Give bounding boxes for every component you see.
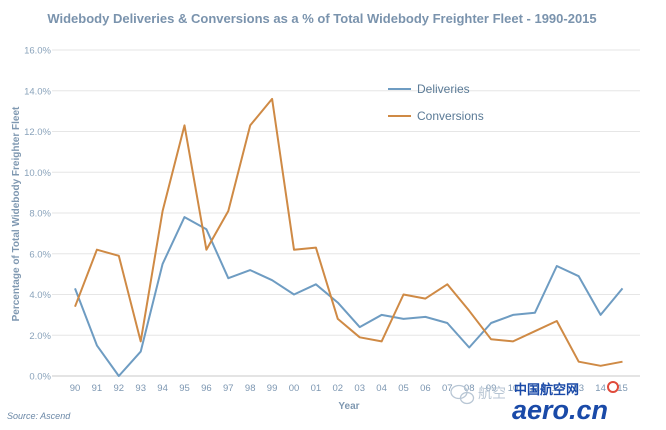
x-tick-label: 13 — [573, 383, 584, 394]
x-axis-title: Year — [338, 401, 359, 412]
y-axis-title: Percentage of Total Widebody Freighter F… — [11, 106, 22, 321]
y-tick-label: 16.0% — [24, 46, 51, 57]
x-tick-label: 00 — [289, 383, 300, 394]
watermark-wechat-text: 航空 — [478, 385, 506, 401]
x-tick-label: 97 — [223, 383, 234, 394]
source-note: Source: Ascend — [7, 411, 71, 421]
x-tick-label: 93 — [135, 383, 146, 394]
x-tick-label: 02 — [333, 383, 344, 394]
legend-label-conversions: Conversions — [417, 109, 484, 123]
x-tick-label: 95 — [179, 383, 190, 394]
series-line-conversions — [74, 97, 623, 367]
x-tick-labels: 90 91 92 93 94 95 96 97 98 99 00 01 02 03 04 05 06 07 08 09… — [70, 383, 628, 394]
watermark: 航空 中国航空网 aero.cn — [450, 381, 619, 425]
y-tick-labels: 0.0% 2.0% 4.0% 6.0% 8.0% 10.0% 12.0% 14.0% 16.0% — [24, 46, 51, 383]
series-lines — [74, 97, 624, 377]
x-tick-label: 14 — [595, 383, 606, 394]
series-line-deliveries — [74, 216, 624, 377]
x-tick-label: 98 — [245, 383, 256, 394]
x-tick-label: 11 — [530, 383, 540, 394]
legend: Deliveries Conversions — [388, 82, 484, 123]
x-tick-label: 92 — [114, 383, 125, 394]
y-tick-label: 14.0% — [24, 86, 51, 97]
y-tick-label: 0.0% — [29, 372, 51, 383]
watermark-brand-text: aero.cn — [512, 395, 608, 425]
x-tick-label: 09 — [486, 383, 497, 394]
x-tick-label: 91 — [92, 383, 103, 394]
x-tick-label: 90 — [70, 383, 81, 394]
gridlines — [52, 49, 640, 377]
x-tick-label: 12 — [552, 383, 563, 394]
y-tick-label: 10.0% — [24, 168, 51, 179]
y-tick-label: 4.0% — [29, 290, 51, 301]
x-tick-label: 08 — [464, 383, 475, 394]
watermark-logo-icon — [607, 381, 619, 393]
y-tick-label: 12.0% — [24, 127, 51, 138]
legend-label-deliveries: Deliveries — [417, 82, 470, 96]
x-tick-label: 07 — [442, 383, 453, 394]
x-tick-label: 99 — [267, 383, 278, 394]
x-tick-label: 05 — [398, 383, 409, 394]
x-tick-label: 03 — [354, 383, 365, 394]
x-tick-label: 04 — [376, 383, 387, 394]
wechat-icon — [450, 384, 475, 405]
x-tick-label: 10 — [508, 383, 519, 394]
chart-title: Widebody Deliveries & Conversions as a %… — [47, 11, 596, 26]
x-tick-label: 06 — [420, 383, 431, 394]
x-tick-label: 96 — [201, 383, 212, 394]
watermark-cn-text: 中国航空网 — [514, 382, 579, 397]
x-tick-label: 15 — [617, 383, 628, 394]
y-tick-label: 2.0% — [29, 331, 51, 342]
y-tick-label: 8.0% — [29, 209, 51, 220]
x-tick-label: 94 — [157, 383, 168, 394]
x-tick-label: 01 — [311, 383, 322, 394]
y-tick-label: 6.0% — [29, 249, 51, 260]
